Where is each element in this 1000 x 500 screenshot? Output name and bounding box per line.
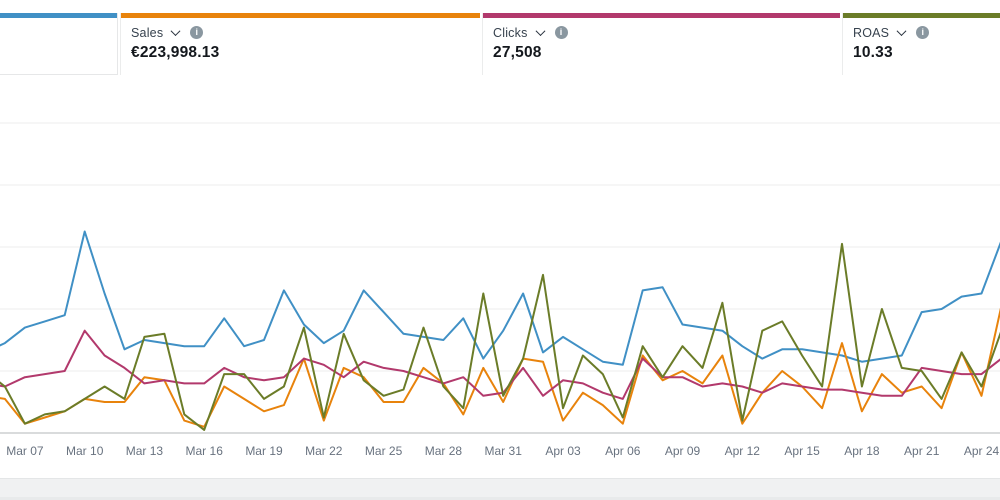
metric-card-roas[interactable]: ROAS i 10.33 xyxy=(842,13,1000,75)
x-axis-tick-label: Mar 13 xyxy=(126,444,164,458)
x-axis-tick-label: Apr 21 xyxy=(904,444,940,458)
metric-label: Sales xyxy=(131,25,164,40)
x-axis-tick-label: Mar 16 xyxy=(186,444,224,458)
x-axis-tick-label: Apr 03 xyxy=(545,444,581,458)
metric-accent-bar xyxy=(121,13,480,18)
x-axis-tick-label: Mar 07 xyxy=(6,444,44,458)
x-axis-tick-label: Apr 12 xyxy=(725,444,761,458)
metric-value: 10.33 xyxy=(853,44,893,61)
metric-accent-bar xyxy=(483,13,840,18)
x-axis-tick-label: Mar 31 xyxy=(485,444,523,458)
info-icon[interactable]: i xyxy=(916,26,930,39)
info-icon[interactable]: i xyxy=(190,26,204,39)
x-axis-tick-label: Apr 24 xyxy=(964,444,1000,458)
x-axis-tick-label: Mar 10 xyxy=(66,444,104,458)
x-axis-ticks: Mar 07 Mar 10 Mar 13 Mar 16 Mar 19 Mar 22 Mar … xyxy=(6,444,999,458)
x-axis-tick-label: Apr 18 xyxy=(844,444,880,458)
bottom-track xyxy=(0,478,1000,500)
metric-label: Clicks xyxy=(493,25,528,40)
metric-value: 27,508 xyxy=(493,44,542,61)
sales-line xyxy=(0,307,1000,428)
metric-label: ROAS xyxy=(853,25,890,40)
chevron-down-icon[interactable] xyxy=(170,26,181,37)
clicks-line xyxy=(0,329,1000,400)
x-axis-tick-label: Apr 09 xyxy=(665,444,701,458)
metric-card-truncated[interactable] xyxy=(0,13,118,75)
metric-card-sales[interactable]: Sales i €223,998.13 xyxy=(120,13,480,75)
metric-accent-bar xyxy=(0,13,117,18)
x-axis-tick-label: Apr 15 xyxy=(784,444,820,458)
x-axis-tick-label: Mar 22 xyxy=(305,444,343,458)
chevron-down-icon[interactable] xyxy=(896,26,907,37)
chevron-down-icon[interactable] xyxy=(535,26,545,37)
x-axis-tick-label: Mar 28 xyxy=(425,444,463,458)
x-axis-tick-label: Mar 25 xyxy=(365,444,403,458)
metric-card-clicks[interactable]: Clicks i 27,508 xyxy=(482,13,840,75)
metrics-line-chart: Mar 07 Mar 10 Mar 13 Mar 16 Mar 19 Mar 22 Mar … xyxy=(0,122,1000,458)
gridlines xyxy=(0,122,1000,434)
series-lines xyxy=(0,230,1000,431)
x-axis-tick-label: Apr 06 xyxy=(605,444,641,458)
metric-accent-bar xyxy=(843,13,1000,18)
roas-line xyxy=(0,242,1000,431)
metric-value: €223,998.13 xyxy=(131,44,220,61)
x-axis-tick-label: Mar 19 xyxy=(245,444,283,458)
info-icon[interactable]: i xyxy=(554,26,568,39)
